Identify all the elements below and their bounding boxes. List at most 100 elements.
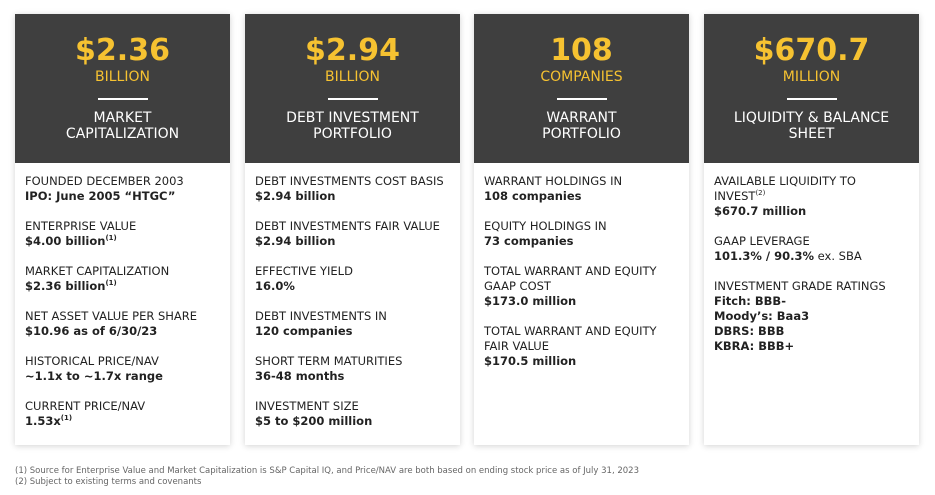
label-text: TOTAL WARRANT AND EQUITY (484, 264, 657, 278)
stat-label: DEBT INVESTMENTS COST BASIS (255, 174, 450, 189)
card-title: CAPITALIZATION (65, 126, 180, 142)
label-text: DEBT INVESTMENTS COST BASIS (255, 174, 444, 188)
stat-label: GAAP LEVERAGE (714, 234, 909, 249)
value-text: $670.7 million (714, 204, 807, 218)
stat-value: 108 companies (484, 189, 679, 204)
amount-unit: MILLION (782, 69, 841, 85)
value-note: ex. SBA (814, 249, 862, 263)
headline-amount: $2.36 (75, 33, 170, 68)
value-text: 101.3% / 90.3% (714, 249, 815, 263)
stat-label: EQUITY HOLDINGS IN (484, 219, 679, 234)
card-title: WARRANT (546, 110, 617, 126)
label-text: AVAILABLE LIQUIDITY TO (714, 174, 856, 188)
stat-label: INVESTMENT SIZE (255, 399, 450, 414)
value-text: DBRS: BBB (714, 324, 785, 338)
label-text: INVESTMENT GRADE RATINGS (714, 279, 886, 293)
label-text: GAAP LEVERAGE (714, 234, 810, 248)
stat-item: DEBT INVESTMENTS COST BASIS $2.94 billion (255, 174, 450, 204)
stat-item: TOTAL WARRANT AND EQUITY FAIR VALUE $170.5… (484, 324, 679, 369)
footnote-ref: (1) (105, 279, 117, 288)
label-text: SHORT TERM MATURITIES (255, 354, 403, 368)
stat-label: AVAILABLE LIQUIDITY TO (714, 174, 909, 189)
value-text: 1.53x (25, 414, 61, 428)
amount-unit: COMPANIES (540, 69, 623, 85)
value-text: $170.5 million (484, 354, 577, 368)
footnote-ref: (1) (105, 234, 117, 243)
stat-label: SHORT TERM MATURITIES (255, 354, 450, 369)
value-text: $5 to $200 million (255, 414, 373, 428)
value-text: ~1.1x to ~1.7x range (25, 369, 163, 383)
card-title: SHEET (788, 126, 835, 142)
stat-item: DEBT INVESTMENTS IN 120 companies (255, 309, 450, 339)
stat-value: KBRA: BBB+ (714, 339, 909, 354)
headline-amount: $670.7 (753, 33, 870, 68)
stat-item: GAAP LEVERAGE 101.3% / 90.3% ex. SBA (714, 234, 909, 264)
stat-value: $4.00 billion(1) (25, 234, 220, 249)
stat-item: MARKET CAPITALIZATION $2.36 billion(1) (25, 264, 220, 294)
card: $2.36 BILLION MARKET CAPITALIZATION FOUNDED … (15, 14, 230, 445)
stat-value: Fitch: BBB- (714, 294, 909, 309)
headline-amount: $2.94 (305, 33, 400, 68)
value-text: 73 companies (484, 234, 574, 248)
value-text: $2.94 billion (255, 234, 336, 248)
stat-value: $10.96 as of 6/30/23 (25, 324, 220, 339)
value-text: IPO: June 2005 “HTGC” (25, 189, 176, 203)
value-text: $173.0 million (484, 294, 577, 308)
stat-value: 120 companies (255, 324, 450, 339)
label-text: EQUITY HOLDINGS IN (484, 219, 607, 233)
stat-item: EFFECTIVE YIELD 16.0% (255, 264, 450, 294)
stat-label: MARKET CAPITALIZATION (25, 264, 220, 279)
label-text: INVESTMENT SIZE (255, 399, 359, 413)
card-title: PORTFOLIO (542, 126, 621, 142)
stat-label: FAIR VALUE (484, 339, 679, 354)
card-title: PORTFOLIO (313, 126, 392, 142)
card-body: FOUNDED DECEMBER 2003 IPO: June 2005 “HTG… (15, 163, 230, 429)
stat-item: DEBT INVESTMENTS FAIR VALUE $2.94 billion (255, 219, 450, 249)
label-text: NET ASSET VALUE PER SHARE (25, 309, 198, 323)
card-title: MARKET (93, 110, 152, 126)
card-body: WARRANT HOLDINGS IN 108 companies EQUITY H… (474, 163, 689, 369)
stat-item: WARRANT HOLDINGS IN 108 companies (484, 174, 679, 204)
value-text: 120 companies (255, 324, 353, 338)
stat-item: FOUNDED DECEMBER 2003 IPO: June 2005 “HTG… (25, 174, 220, 204)
label-text: WARRANT HOLDINGS IN (484, 174, 623, 188)
value-text: $10.96 as of 6/30/23 (25, 324, 158, 338)
label-text: FOUNDED DECEMBER 2003 (25, 174, 184, 188)
stat-value: ~1.1x to ~1.7x range (25, 369, 220, 384)
label-text: INVEST (714, 189, 756, 203)
stat-value: Moody’s: Baa3 (714, 309, 909, 324)
value-text: Moody’s: Baa3 (714, 309, 810, 323)
label-text: GAAP COST (484, 279, 551, 293)
stat-label: EFFECTIVE YIELD (255, 264, 450, 279)
stat-value: $170.5 million (484, 354, 679, 369)
label-text: FAIR VALUE (484, 339, 549, 353)
stat-label: TOTAL WARRANT AND EQUITY (484, 324, 679, 339)
stat-value: $173.0 million (484, 294, 679, 309)
value-text: $2.36 billion (25, 279, 106, 293)
stat-label: HISTORICAL PRICE/NAV (25, 354, 220, 369)
card-body: AVAILABLE LIQUIDITY TO INVEST(2) $670.7 mi… (704, 163, 919, 354)
label-text: DEBT INVESTMENTS IN (255, 309, 387, 323)
divider (327, 98, 378, 100)
label-text: DEBT INVESTMENTS FAIR VALUE (255, 219, 440, 233)
card-body: DEBT INVESTMENTS COST BASIS $2.94 billion… (245, 163, 460, 429)
card-header: $2.94 BILLION DEBT INVESTMENT PORTFOLIO (245, 14, 460, 163)
stat-label: DEBT INVESTMENTS IN (255, 309, 450, 324)
stat-label: TOTAL WARRANT AND EQUITY (484, 264, 679, 279)
stat-label: INVEST(2) (714, 189, 909, 204)
stat-item: TOTAL WARRANT AND EQUITY GAAP COST $173.0 … (484, 264, 679, 309)
divider (556, 98, 607, 100)
divider (786, 98, 837, 100)
stat-item: NET ASSET VALUE PER SHARE $10.96 as of 6/… (25, 309, 220, 339)
amount-unit: BILLION (325, 69, 380, 85)
amount-unit: BILLION (95, 69, 150, 85)
stat-item: ENTERPRISE VALUE $4.00 billion(1) (25, 219, 220, 249)
card: $670.7 MILLION LIQUIDITY & BALANCE SHEET AVA… (704, 14, 919, 445)
footnote: (1) Source for Enterprise Value and Mark… (15, 466, 639, 476)
stat-item: HISTORICAL PRICE/NAV ~1.1x to ~1.7x range (25, 354, 220, 384)
stat-item: EQUITY HOLDINGS IN 73 companies (484, 219, 679, 249)
card-header: $670.7 MILLION LIQUIDITY & BALANCE SHEET (704, 14, 919, 163)
value-text: Fitch: BBB- (714, 294, 786, 308)
label-text: MARKET CAPITALIZATION (25, 264, 170, 278)
